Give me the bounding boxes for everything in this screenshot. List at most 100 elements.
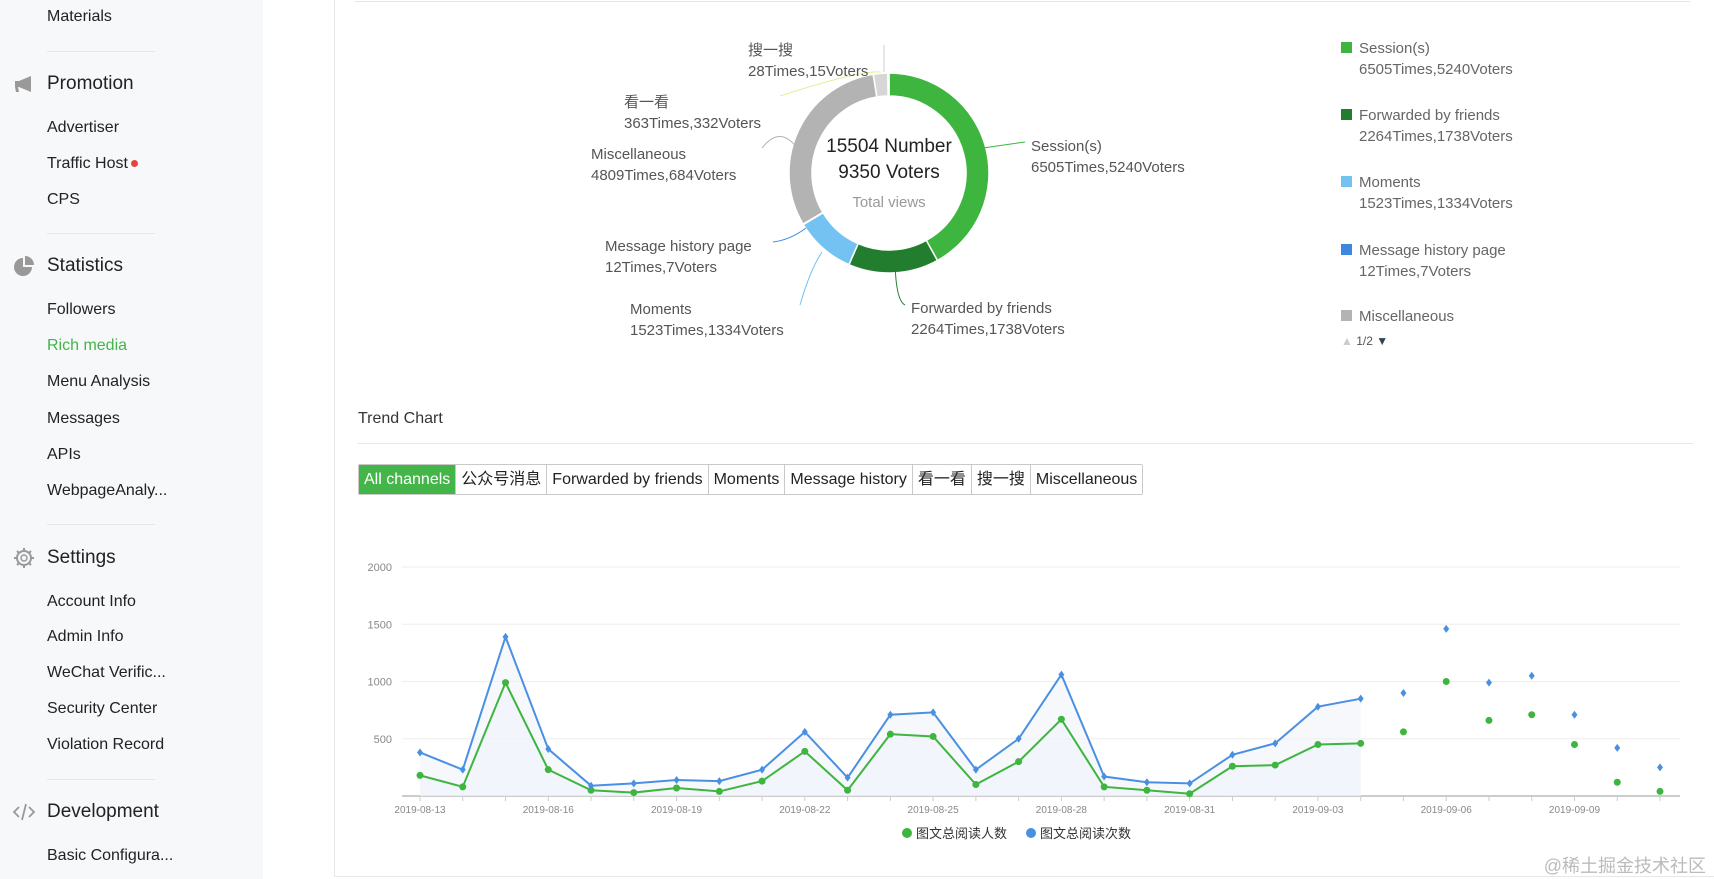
tab-all-channels[interactable]: All channels [359,465,457,494]
tab-moments[interactable]: Moments [708,465,786,494]
legend-pager: ▲ 1/2 ▼ [1341,334,1388,348]
data-point [630,789,638,797]
divider [47,779,155,780]
slice-label-message-history: Message history page 12Times,7Voters [605,236,752,278]
label-detail: 6505Times,5240Voters [1031,159,1185,176]
legend-marker [902,828,912,838]
series-area [420,682,1361,796]
data-point [1228,762,1236,770]
legend-item-miscellaneous[interactable]: Miscellaneous [1341,306,1454,327]
sidebar-item-messages[interactable]: Messages [47,410,120,427]
sidebar-item-advertiser[interactable]: Advertiser [47,119,120,136]
sidebar-item-webpage-analysis[interactable]: WebpageAnaly... [47,482,168,499]
data-point [502,632,509,641]
tab-kanyikan[interactable]: 看一看 [912,465,972,494]
data-point [1571,710,1578,719]
sidebar-group-settings[interactable]: Settings [47,547,116,568]
data-point [1570,740,1578,748]
data-point [887,710,894,719]
slice-label-moments: Moments 1523Times,1334Voters [630,299,784,341]
legend-name: Forwarded by friends [1359,107,1500,124]
x-tick-label: 2019-09-09 [1549,805,1601,816]
legend-detail: 12Times,7Voters [1359,263,1471,280]
data-point [588,781,595,790]
legend-swatch [1341,42,1352,53]
x-tick-label: 2019-08-19 [651,805,703,816]
legend-name: Moments [1359,174,1421,191]
legend-swatch [1341,310,1352,321]
divider [355,1,1690,2]
data-point [1101,772,1108,781]
data-point [502,679,510,687]
donut-slice-1 [847,239,939,274]
content-panel [334,0,1714,877]
sidebar-item-apis[interactable]: APIs [47,446,81,463]
sidebar-item-materials[interactable]: Materials [47,8,112,25]
data-point [844,773,851,782]
data-point [1229,750,1236,759]
next-page-icon[interactable]: ▼ [1376,334,1389,348]
page-indicator: 1/2 [1356,334,1373,348]
data-point [886,730,894,738]
sidebar-item-account-info[interactable]: Account Info [47,593,136,610]
data-point [1186,779,1193,788]
data-point [1485,716,1493,724]
data-point [1656,787,1664,795]
sidebar-item-wechat-verification[interactable]: WeChat Verific... [47,664,166,681]
y-tick-label: 1000 [368,677,392,689]
label-detail: 28Times,15Voters [748,63,869,80]
x-tick-label: 2019-08-25 [908,805,960,816]
x-tick-label: 2019-09-03 [1292,805,1344,816]
sidebar-item-admin-info[interactable]: Admin Info [47,628,124,645]
data-point [716,777,723,786]
label-detail: 1523Times,1334Voters [630,322,784,339]
tab-message-history[interactable]: Message history [785,465,913,494]
tab-forwarded[interactable]: Forwarded by friends [547,465,709,494]
data-point [1485,678,1492,687]
label-detail: 4809Times,684Voters [591,167,737,184]
sidebar-item-cps[interactable]: CPS [47,191,80,208]
sidebar-item-basic-configuration[interactable]: Basic Configura... [47,847,174,864]
prev-page-icon[interactable]: ▲ [1341,334,1353,348]
sidebar-item-menu-analysis[interactable]: Menu Analysis [47,373,151,390]
data-point [1357,739,1365,747]
tab-official-messages[interactable]: 公众号消息 [456,465,548,494]
data-point [1357,694,1364,703]
data-point [459,783,467,791]
slice-label-souyisou: 搜一搜 28Times,15Voters [748,40,868,82]
sidebar-item-security-center[interactable]: Security Center [47,700,158,717]
leader-line-4 [761,136,798,149]
data-point [1272,739,1279,748]
data-point [1143,778,1150,787]
tab-miscellaneous[interactable]: Miscellaneous [1030,465,1143,494]
sidebar-group-development[interactable]: Development [47,801,159,822]
tab-souyisou[interactable]: 搜一搜 [971,465,1031,494]
channel-tabs: All channels 公众号消息 Forwarded by friends … [358,464,1144,495]
legend-item-session[interactable]: Session(s) 6505Times,5240Voters [1341,38,1513,80]
trend-line-chart: 500 1000 1500 2000 2019-08-13 2019-08-16 2019-… [368,562,1680,841]
leader-line-1 [894,254,906,306]
legend-item-moments[interactable]: Moments 1523Times,1334Voters [1341,172,1513,214]
sidebar-item-violation-record[interactable]: Violation Record [47,736,165,753]
data-point [673,784,681,792]
sidebar-group-statistics[interactable]: Statistics [47,255,124,276]
sidebar-group-promotion[interactable]: Promotion [47,73,134,94]
label-name: Forwarded by friends [911,300,1052,317]
label-detail: 12Times,7Voters [605,259,717,276]
data-point [673,775,680,784]
data-point [972,765,979,774]
legend-item-forwarded[interactable]: Forwarded by friends 2264Times,1738Voters [1341,105,1513,147]
sidebar-item-rich-media[interactable]: Rich media [47,337,128,354]
data-point [1399,728,1407,736]
data-point [1100,783,1108,791]
data-point [1314,740,1322,748]
legend-item-message-history[interactable]: Message history page 12Times,7Voters [1341,240,1506,282]
legend-label: 图文总阅读次数 [1040,826,1131,841]
sidebar-item-traffic-host[interactable]: Traffic Host [47,155,138,173]
data-point [1058,670,1065,679]
data-point [630,779,637,788]
sidebar-item-followers[interactable]: Followers [47,301,116,318]
data-point [715,787,723,795]
data-point [1186,790,1194,798]
data-point [1314,702,1321,711]
